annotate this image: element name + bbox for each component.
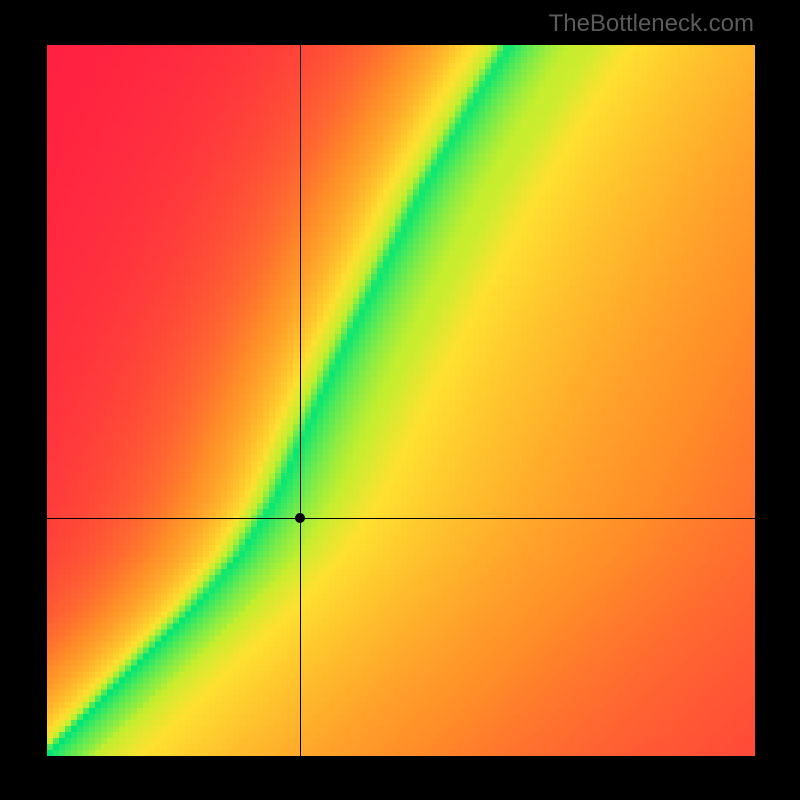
chart-container: TheBottleneck.com	[0, 0, 800, 800]
crosshair-vertical-line	[300, 45, 301, 756]
crosshair-horizontal-line	[47, 518, 755, 519]
bottleneck-heatmap	[47, 45, 755, 756]
watermark-text: TheBottleneck.com	[549, 10, 754, 38]
